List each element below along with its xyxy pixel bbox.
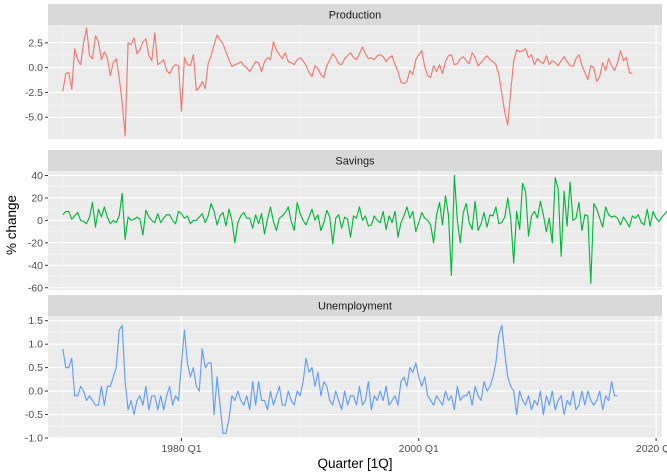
x-tick-label: 1980 Q1 (161, 443, 201, 455)
y-tick-label: 1.0 (28, 339, 43, 351)
y-tick-label: 0 (37, 215, 43, 227)
panel-production: Production -5.0 -2.5 0.0 2.5 (25, 4, 662, 139)
y-tick-label: 2.5 (28, 37, 43, 49)
y-tick-label: 40 (31, 170, 43, 182)
y-axis-title: % change (4, 195, 19, 255)
y-tick-label: 0.5 (28, 362, 43, 374)
y-tick-label: -5.0 (25, 112, 43, 124)
panel-unemployment: Unemployment -1.0 -0.5 0.0 0.5 1.0 1.5 1980 Q1 2… (25, 295, 667, 455)
panel-background (48, 25, 662, 139)
facet-strip-label: Unemployment (318, 301, 392, 313)
y-tick-label: -40 (28, 260, 43, 272)
facet-strip (48, 150, 662, 171)
x-tick-label: 2000 Q1 (399, 443, 439, 455)
x-tick-label: 2020 Q1 (636, 443, 667, 455)
facet-strip-label: Savings (335, 156, 375, 168)
y-tick-label: 1.5 (28, 315, 43, 327)
y-tick-label: -2.5 (25, 87, 43, 99)
y-tick-label: -20 (28, 237, 43, 249)
y-tick-label: -1.0 (25, 433, 43, 445)
panel-background (48, 316, 662, 438)
facet-strip (48, 295, 662, 316)
facet-strip-label: Production (329, 10, 382, 22)
y-tick-label: 20 (31, 192, 43, 204)
y-tick-label: 0.0 (28, 62, 43, 74)
series-line-production (62, 27, 633, 137)
y-tick-label: -60 (28, 282, 43, 294)
y-tick-label: 0.0 (28, 386, 43, 398)
y-tick-label: -0.5 (25, 409, 43, 421)
facet-strip (48, 4, 662, 25)
x-axis-title: Quarter [1Q] (317, 456, 392, 471)
series-line-unemployment (62, 324, 618, 434)
series-line-savings (62, 174, 667, 284)
panel-savings: Savings -60 -40 -20 0 20 40 (28, 150, 667, 294)
